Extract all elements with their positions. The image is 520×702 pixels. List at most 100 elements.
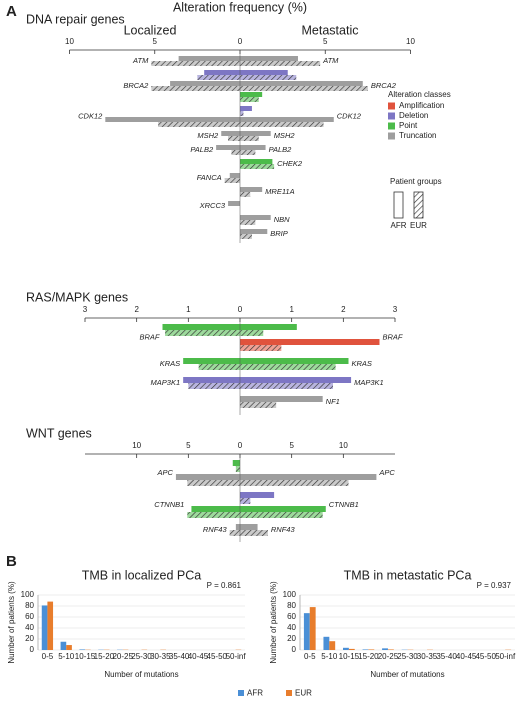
bar-eur	[240, 530, 268, 536]
x-tick-label: 10	[132, 441, 141, 450]
bar-eur	[240, 97, 259, 102]
bar-afr	[191, 506, 240, 512]
x-tick-label: 35-40	[169, 652, 190, 661]
y-tick-label: 60	[25, 612, 34, 621]
bar-afr	[240, 56, 298, 61]
y-tick-label: 0	[292, 645, 297, 654]
legend-label: Deletion	[399, 111, 428, 120]
x-tick-label: 5	[289, 441, 294, 450]
bar-eur	[197, 75, 240, 80]
x-tick-label: 45-50	[475, 652, 496, 661]
bar-afr	[240, 492, 275, 498]
bar-afr	[216, 145, 240, 150]
legend-title: Patient groups	[390, 177, 442, 186]
x-tick-label: 10-15	[75, 652, 96, 661]
gene-label: MSH2	[197, 131, 219, 140]
bar-afr	[228, 201, 240, 206]
y-tick-label: 60	[287, 612, 296, 621]
bar-eur	[240, 111, 244, 116]
bar-afr	[170, 81, 240, 86]
x-tick-label: 20-25	[112, 652, 133, 661]
bar-afr	[240, 145, 266, 150]
x-tick-label: 5-10	[58, 652, 75, 661]
legend-group-box	[413, 191, 424, 219]
y-tick-label: 80	[287, 601, 296, 610]
x-tick-label: 50-inf	[226, 652, 247, 661]
y-axis-title: Number of patients (%)	[7, 581, 16, 664]
gene-label: APC	[378, 468, 395, 477]
chart-title: DNA repair genes	[26, 12, 125, 26]
bar-afr	[240, 215, 271, 220]
legend-swatch	[388, 112, 395, 120]
panel-letter: A	[6, 3, 17, 20]
bar-eur	[187, 480, 240, 486]
bar	[47, 601, 54, 650]
bar-afr	[183, 377, 240, 383]
gene-label: ATM	[132, 56, 149, 65]
bar-afr	[240, 396, 323, 402]
bar	[348, 648, 355, 650]
bar-eur	[240, 136, 259, 141]
legend-swatch	[238, 690, 244, 696]
bar-afr	[240, 187, 263, 192]
legend-group-box	[393, 191, 404, 219]
bar-afr	[240, 358, 349, 364]
x-tick-label: 20-25	[378, 652, 399, 661]
gene-label: CTNNB1	[154, 500, 184, 509]
bar-afr	[232, 460, 240, 466]
bar-afr	[240, 229, 268, 234]
bar-afr	[178, 56, 240, 61]
legend-title: Alteration classes	[388, 90, 451, 99]
bar-eur	[240, 498, 251, 504]
legend-label: Truncation	[399, 131, 437, 140]
y-tick-label: 40	[25, 623, 34, 632]
bar-eur	[151, 86, 240, 91]
chart-title: TMB in metastatic PCa	[344, 568, 472, 582]
bar	[41, 605, 48, 650]
bar-afr	[240, 70, 288, 75]
x-tick-label: 45-50	[207, 652, 228, 661]
x-tick-label: 40-45	[188, 652, 209, 661]
panel-letter: B	[6, 553, 17, 570]
x-tick-label: 50-inf	[495, 652, 516, 661]
gene-label: XRCC3	[199, 201, 226, 210]
x-tick-label: 10	[65, 37, 74, 46]
x-tick-label: 0	[238, 305, 243, 314]
bar-afr	[240, 92, 263, 97]
gene-label: FANCA	[197, 173, 222, 182]
x-axis-title: Number of mutations	[104, 670, 178, 679]
side-label: Localized	[124, 23, 177, 37]
gene-label: CDK12	[78, 111, 103, 120]
bar-eur	[235, 466, 240, 472]
gene-label: NF1	[326, 397, 340, 406]
bar-afr	[240, 117, 334, 122]
y-axis-title: Number of patients (%)	[269, 581, 278, 664]
x-tick-label: 10	[406, 37, 415, 46]
x-tick-label: 30-35	[417, 652, 438, 661]
bar	[387, 649, 394, 650]
gene-label: CHEK2	[277, 159, 303, 168]
x-tick-label: 30-35	[150, 652, 171, 661]
chart-title: WNT genes	[26, 426, 92, 440]
bar-eur	[240, 164, 275, 169]
bar-eur	[240, 330, 264, 336]
legend-label: Point	[399, 121, 418, 130]
x-tick-label: 0-5	[42, 652, 54, 661]
legend-label: EUR	[410, 221, 427, 230]
gene-label: NBN	[274, 215, 290, 224]
bar	[362, 649, 369, 650]
bar	[368, 649, 375, 650]
bar-eur	[151, 61, 240, 66]
bar-afr	[240, 131, 271, 136]
gene-label: MAP3K1	[151, 378, 181, 387]
bar-afr	[240, 506, 326, 512]
x-tick-label: 10	[339, 441, 348, 450]
bar-afr	[240, 474, 377, 480]
x-tick-label: 1	[289, 305, 294, 314]
gene-label: RNF43	[271, 525, 296, 534]
gene-label: RNF43	[203, 525, 228, 534]
y-tick-label: 40	[287, 623, 296, 632]
side-label: Metastatic	[302, 23, 359, 37]
bar-afr	[240, 324, 297, 330]
